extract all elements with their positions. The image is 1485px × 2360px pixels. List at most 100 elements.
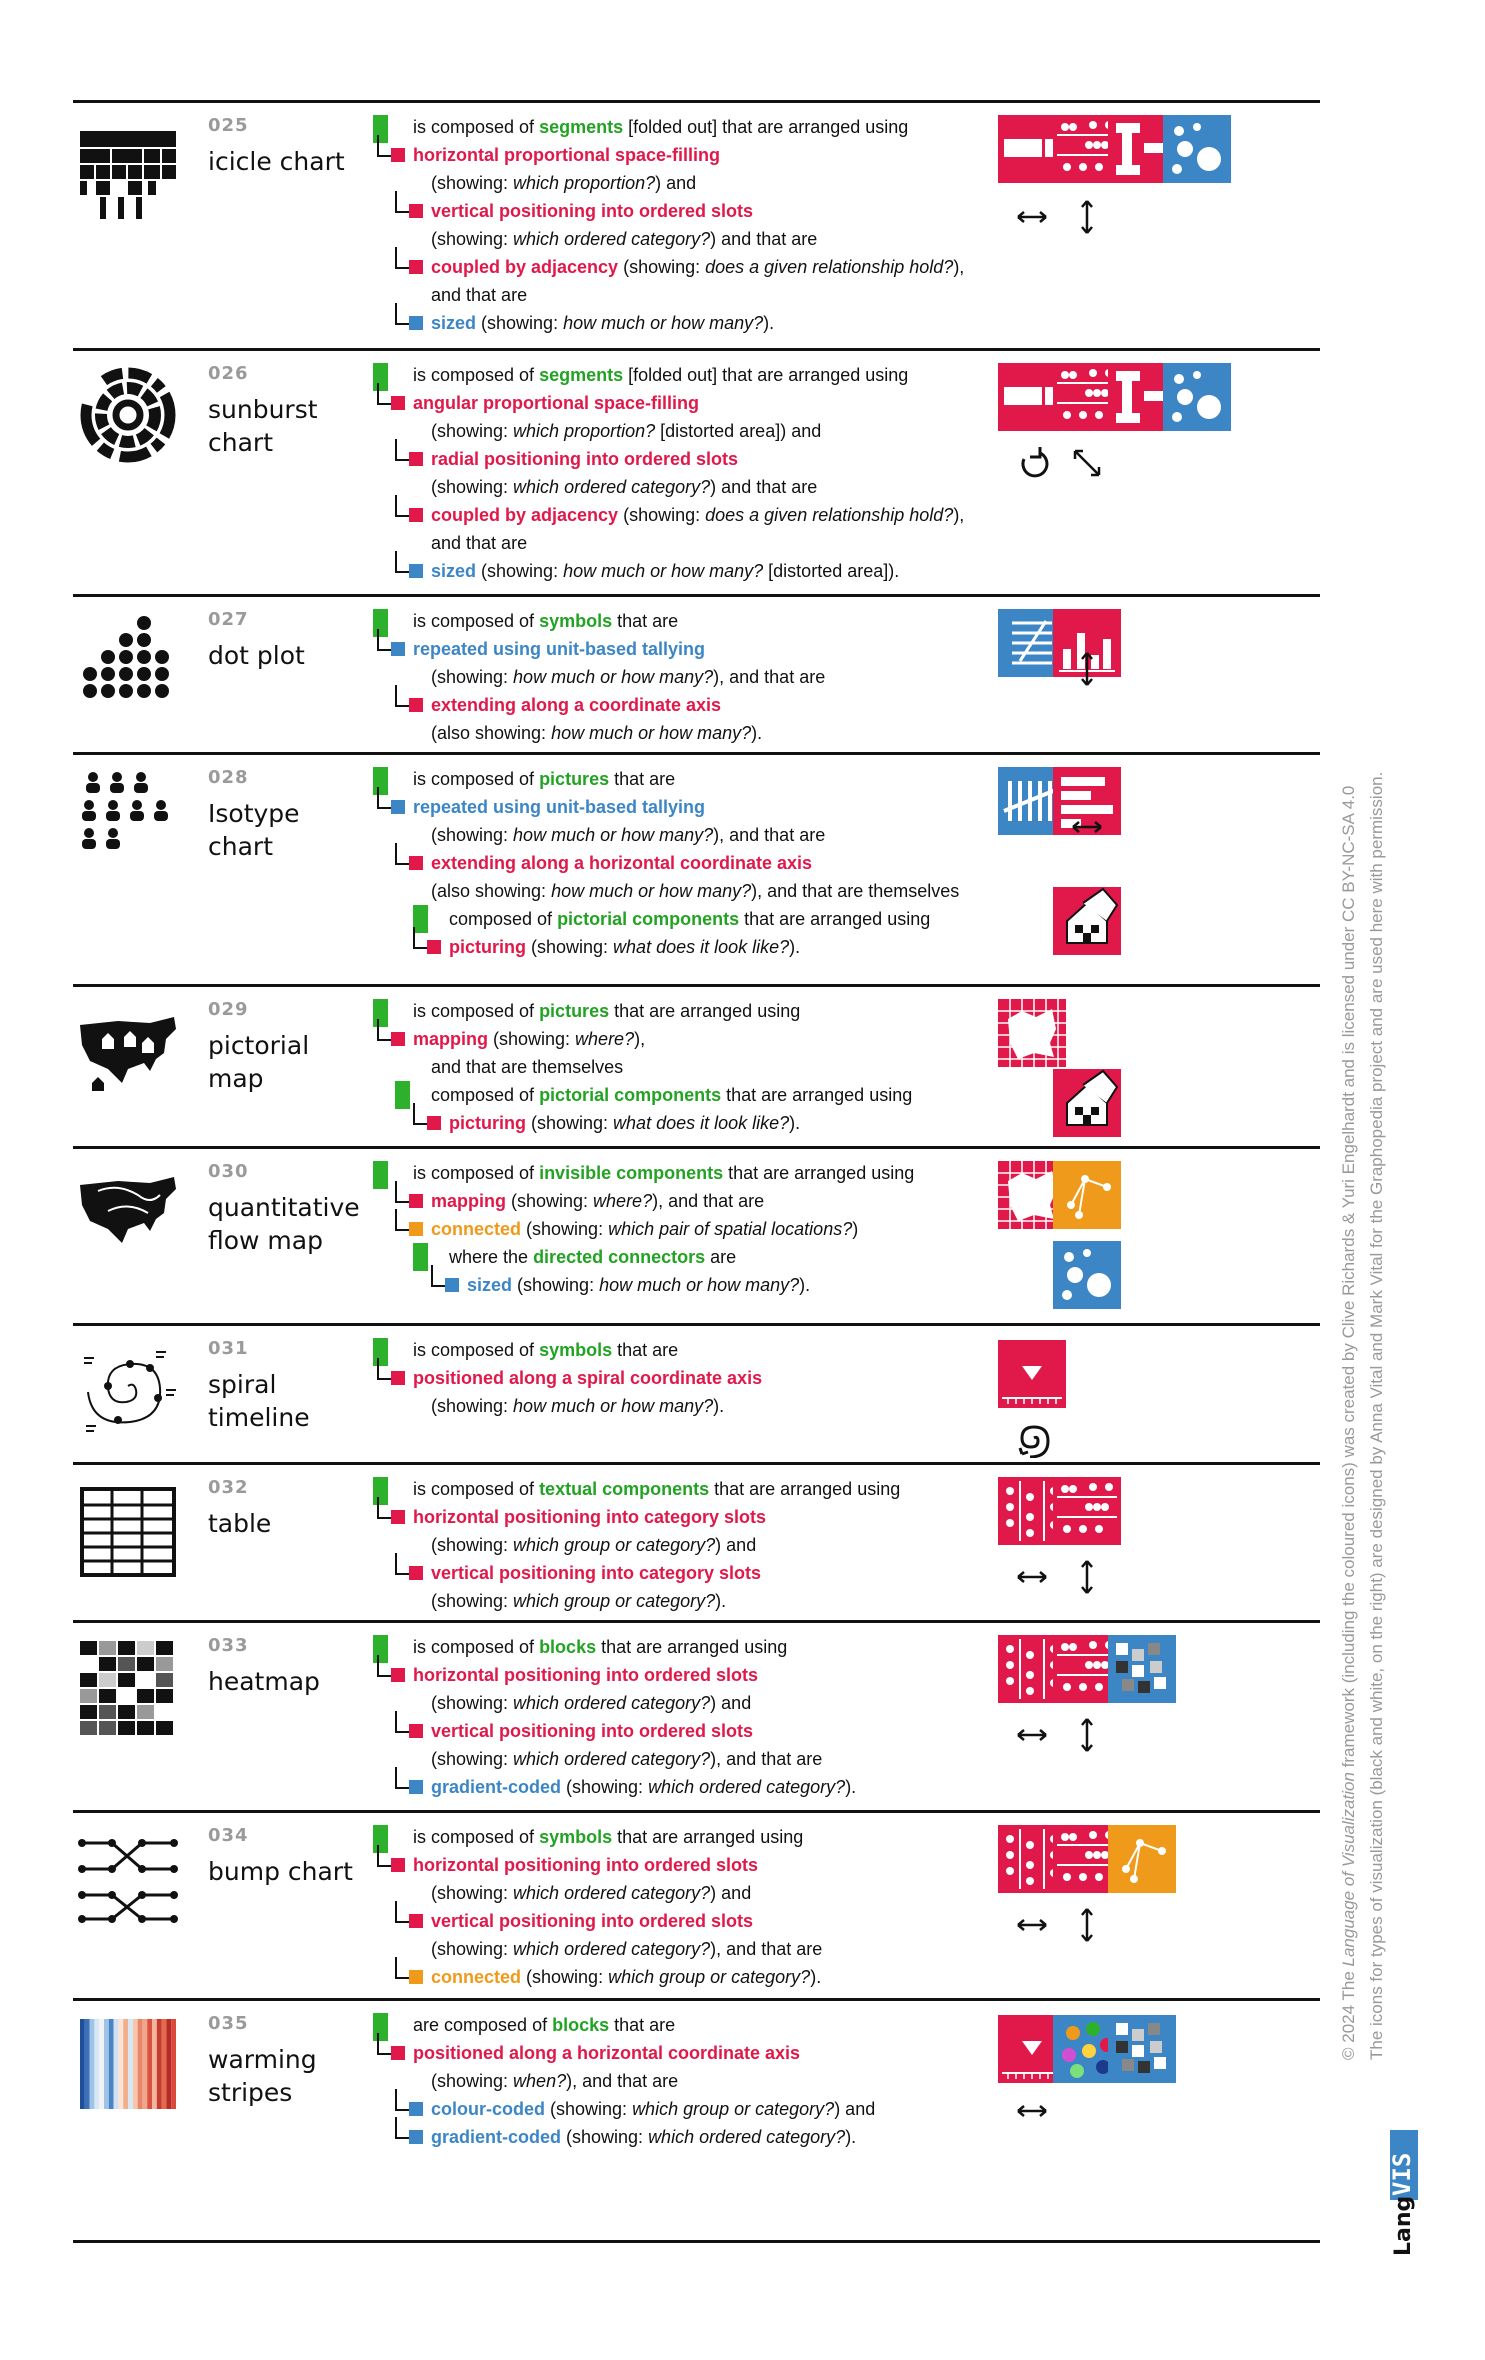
tree-connector bbox=[377, 629, 391, 651]
grammar-text: that are arranged using bbox=[596, 1637, 788, 1657]
grammar-text: which ordered category? bbox=[648, 2127, 846, 2147]
vertical-arrow-icon bbox=[1081, 1908, 1093, 1942]
property-marker bbox=[409, 1724, 423, 1738]
pictorial-map-thumbnail bbox=[80, 1017, 176, 1091]
grammar-line: (showing: when?), and that are bbox=[431, 2067, 678, 2095]
entry-name-line: heatmap bbox=[208, 1667, 320, 1696]
icon-set bbox=[998, 351, 1328, 594]
divider bbox=[73, 2240, 1320, 2243]
grammar-text: ), and that are bbox=[710, 1939, 823, 1959]
component-marker bbox=[373, 1825, 388, 1853]
grammar-text: mapping bbox=[413, 1029, 488, 1049]
entry-number: 028 bbox=[208, 767, 249, 788]
entry-name: pictorial map bbox=[208, 1029, 358, 1095]
grammar-tree: is composed of blocks that are arranged … bbox=[373, 1623, 1073, 1810]
grammar-text: (showing: bbox=[431, 1535, 514, 1555]
tree-connector bbox=[395, 1957, 409, 1979]
grammar-line: positioned along a horizontal coordinate… bbox=[413, 2039, 800, 2067]
grammar-text: positioned along a spiral coordinate axi… bbox=[413, 1368, 763, 1388]
grammar-text: ) and bbox=[710, 1883, 752, 1903]
grammar-line: (showing: which ordered category?) and bbox=[431, 1879, 751, 1907]
icon-set bbox=[998, 1623, 1328, 1810]
grammar-text: which ordered category? bbox=[513, 1939, 711, 1959]
grammar-text: is composed of bbox=[413, 611, 540, 631]
grammar-text: how much or how many? bbox=[599, 1275, 800, 1295]
entry-number: 033 bbox=[208, 1635, 249, 1656]
grammar-text: (also showing: bbox=[431, 723, 552, 743]
grammar-tree: is composed of pictures that are arrange… bbox=[373, 987, 1073, 1146]
grammar-line: and that are bbox=[431, 529, 527, 557]
logo-vis: VIS bbox=[1388, 2153, 1416, 2196]
grammar-text: which pair of spatial locations? bbox=[608, 1219, 853, 1239]
grammar-text: ), bbox=[953, 257, 965, 277]
tree-connector bbox=[395, 191, 409, 213]
grammar-text: picturing bbox=[449, 1113, 526, 1133]
property-marker bbox=[391, 642, 405, 656]
property-marker bbox=[409, 1194, 423, 1208]
property-marker bbox=[391, 1510, 405, 1524]
entry-pictorial-map: 029 pictorial map is composed of picture… bbox=[73, 987, 1320, 1146]
grammar-text: how much or how many? bbox=[563, 561, 764, 581]
grammar-text: sized bbox=[431, 313, 477, 333]
icon-set bbox=[998, 1465, 1328, 1620]
grammar-text: sized bbox=[467, 1275, 513, 1295]
grammar-text: ). bbox=[810, 1967, 822, 1987]
grammar-line: is composed of segments [folded out] tha… bbox=[413, 361, 908, 389]
grammar-text: what does it look like? bbox=[613, 1113, 790, 1133]
grammar-text: (showing: bbox=[561, 2127, 649, 2147]
sunburst-chart-thumbnail bbox=[80, 367, 176, 463]
copyright-line: © 2024 The Language of Visualization fra… bbox=[1335, 510, 1363, 2060]
grammar-text: is composed of bbox=[413, 769, 540, 789]
grammar-text: how much or how many? bbox=[513, 825, 714, 845]
grammar-line: (showing: which ordered category?) and t… bbox=[431, 225, 817, 253]
grammar-text: that are bbox=[609, 769, 676, 789]
grammar-line: is composed of symbols that are bbox=[413, 1336, 678, 1364]
grammar-text: that are arranged using bbox=[723, 1163, 915, 1183]
grammar-text: ), and that are bbox=[652, 1191, 765, 1211]
property-marker bbox=[409, 1222, 423, 1236]
grammar-text: which ordered category? bbox=[648, 1777, 846, 1797]
tree-connector bbox=[395, 1553, 409, 1575]
grammar-text: horizontal positioning into ordered slot… bbox=[413, 1855, 758, 1875]
divider bbox=[73, 984, 1320, 987]
grammar-line: is composed of symbols that are arranged… bbox=[413, 1823, 803, 1851]
grammar-text: (showing: bbox=[431, 1396, 514, 1416]
grammar-line: composed of pictorial components that ar… bbox=[431, 1081, 912, 1109]
property-marker bbox=[409, 856, 423, 870]
grammar-text: how much or how many? bbox=[551, 881, 752, 901]
grammar-line: horizontal positioning into ordered slot… bbox=[413, 1851, 758, 1879]
grammar-text: which ordered category? bbox=[513, 1693, 711, 1713]
copyright-text: © 2024 The bbox=[1339, 1966, 1358, 2060]
tree-connector bbox=[377, 1497, 391, 1519]
property-marker bbox=[409, 2130, 423, 2144]
grammar-line: radial positioning into ordered slots bbox=[431, 445, 738, 473]
entry-icicle-chart: 025 icicle chart is composed of segments… bbox=[73, 103, 1320, 348]
tree-connector bbox=[395, 1767, 409, 1789]
grammar-text: ) and bbox=[834, 2099, 876, 2119]
grammar-text: blocks bbox=[552, 2015, 610, 2035]
property-marker bbox=[427, 940, 441, 954]
icon-set bbox=[998, 1813, 1328, 1998]
grammar-text: (showing: bbox=[521, 1967, 609, 1987]
grammar-text: [folded out] that are arranged using bbox=[623, 365, 909, 385]
logo-lang: Lang bbox=[1391, 2196, 1416, 2256]
entry-name: table bbox=[208, 1507, 358, 1540]
grammar-line: coupled by adjacency (showing: does a gi… bbox=[431, 253, 964, 281]
grammar-text: ). bbox=[789, 1113, 801, 1133]
warming-stripes-thumbnail bbox=[80, 2019, 176, 2109]
tree-connector bbox=[377, 787, 391, 809]
connected-icon bbox=[1053, 1161, 1121, 1229]
grammar-text: which group or category? bbox=[513, 1591, 716, 1611]
grammar-text: ), and that are bbox=[713, 667, 826, 687]
sized-icon bbox=[1163, 363, 1231, 431]
grammar-text: gradient-coded bbox=[431, 2127, 562, 2147]
grammar-text: (showing: bbox=[545, 2099, 633, 2119]
grammar-line: sized (showing: how much or how many?). bbox=[431, 309, 774, 337]
grammar-text: are composed of bbox=[413, 2015, 553, 2035]
tree-connector bbox=[395, 439, 409, 461]
property-marker bbox=[391, 800, 405, 814]
grammar-line: is composed of segments [folded out] tha… bbox=[413, 113, 908, 141]
grammar-text: (showing: bbox=[506, 1191, 594, 1211]
grammar-text: that are arranged using bbox=[721, 1085, 913, 1105]
grammar-text: does a given relationship hold? bbox=[705, 257, 954, 277]
